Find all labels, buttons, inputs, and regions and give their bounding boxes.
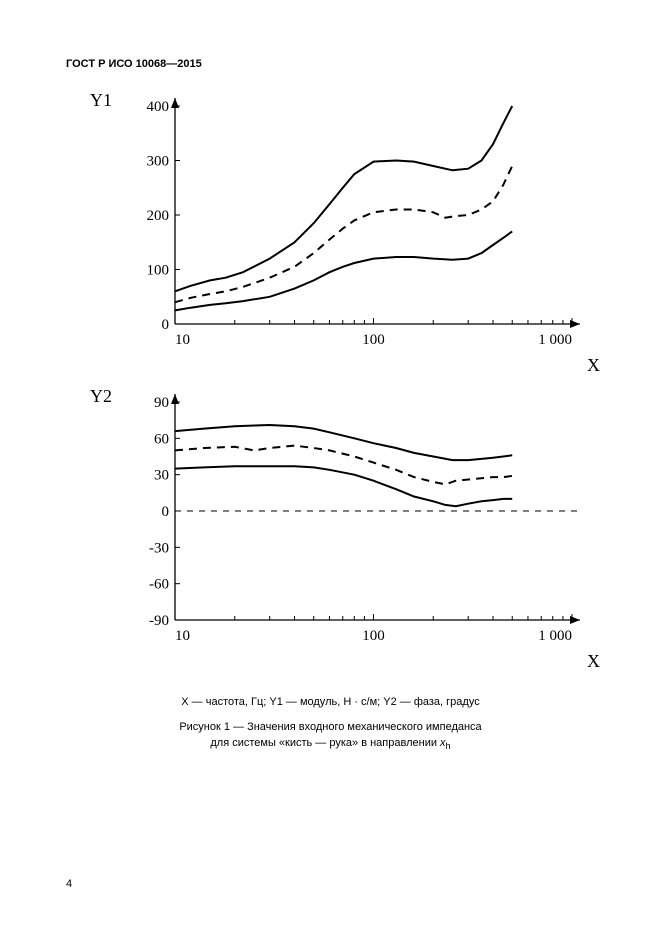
svg-text:0: 0	[162, 504, 170, 520]
svg-text:100: 100	[362, 628, 385, 644]
svg-text:100: 100	[362, 332, 385, 348]
svg-text:300: 300	[147, 154, 170, 170]
chart-y1-svg: 0 100 200 300 400 10 100 1 000	[120, 92, 590, 352]
svg-text:100: 100	[147, 263, 170, 279]
svg-text:-90: -90	[149, 613, 169, 629]
y1-axis-label: Y1	[90, 90, 112, 111]
svg-text:-30: -30	[149, 540, 169, 556]
svg-text:-60: -60	[149, 577, 169, 593]
svg-text:1 000: 1 000	[538, 332, 572, 348]
page: ГОСТ Р ИСО 10068—2015 Y1 010020030040010…	[0, 0, 661, 936]
svg-text:60: 60	[154, 431, 169, 447]
caption-title: Рисунок 1 — Значения входного механическ…	[179, 719, 481, 736]
chart-y2: Y2 -90-60-300306090101001 000 X	[120, 388, 590, 648]
chart1-x-axis-label: X	[587, 355, 600, 376]
svg-text:10: 10	[175, 628, 190, 644]
chart2-x-axis-label: X	[587, 651, 600, 672]
page-number: 4	[66, 878, 72, 890]
y2-axis-label: Y2	[90, 386, 112, 407]
svg-text:30: 30	[154, 468, 169, 484]
svg-text:200: 200	[147, 208, 170, 224]
svg-text:400: 400	[147, 99, 170, 115]
svg-text:0: 0	[162, 317, 170, 333]
chart-y1: Y1 0100200300400101001 000 X	[120, 92, 590, 352]
caption-axes-desc: X — частота, Гц; Y1 — модуль, Н · с/м; Y…	[181, 696, 479, 708]
svg-text:10: 10	[175, 332, 190, 348]
figure-caption: X — частота, Гц; Y1 — модуль, Н · с/м; Y…	[0, 694, 661, 754]
chart-y2-svg: -90 -60 -30 0 30 60 90 10 100 1 000	[120, 388, 590, 648]
svg-text:90: 90	[154, 395, 169, 411]
svg-text:1 000: 1 000	[538, 628, 572, 644]
caption-subtitle: для системы «кисть — рука» в направлении…	[210, 737, 450, 749]
document-header: ГОСТ Р ИСО 10068—2015	[66, 58, 202, 70]
